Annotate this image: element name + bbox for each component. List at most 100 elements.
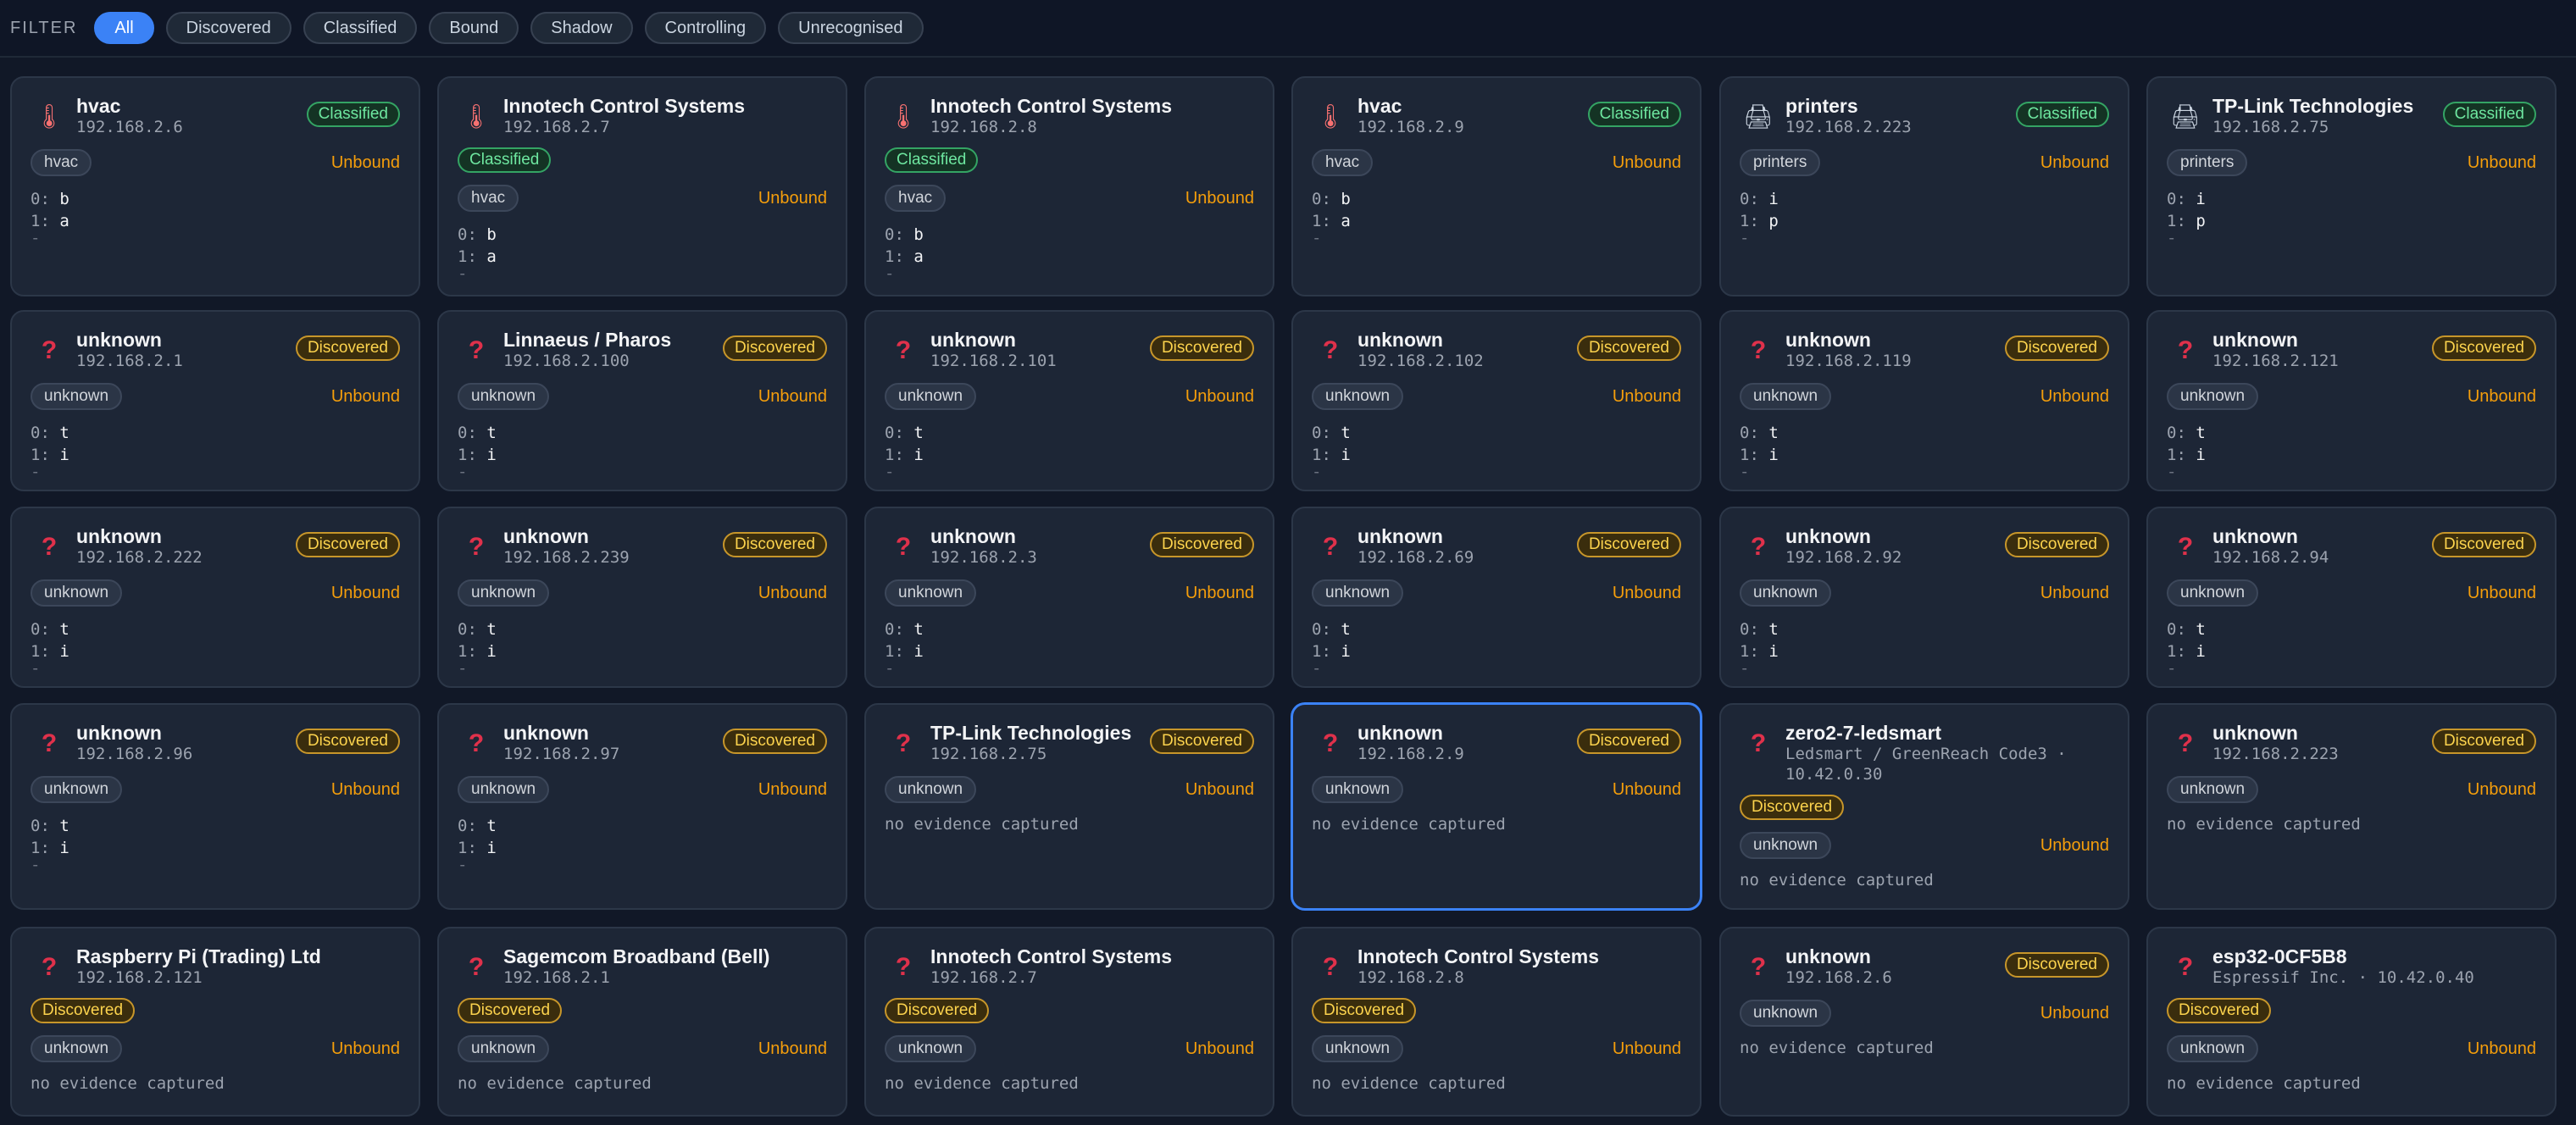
device-card[interactable]: ? unknown 192.168.2.239 Discovered unknown Un… [437,507,847,688]
question-icon: ? [2177,953,2194,981]
evidence-list: 0: t1: i- [31,618,69,671]
device-card[interactable]: ? unknown 192.168.2.102 Discovered unknown Un… [1291,310,1702,491]
device-title: Sagemcom Broadband (Bell) [503,945,770,967]
device-card[interactable]: ? unknown 192.168.2.96 Discovered unknown Unb… [10,703,420,910]
device-card[interactable]: ? Innotech Control Systems 192.168.2.8 Disc… [1291,927,1702,1117]
status-badge: Discovered [295,335,400,361]
device-subtitle: 192.168.2.96 [76,745,193,763]
binding-status: Unbound [1185,584,1254,602]
device-card[interactable]: ? TP-Link Technologies 192.168.2.75 Discove… [864,703,1274,910]
device-subtitle: 192.168.2.101 [930,352,1057,370]
device-card[interactable]: 🌡 hvac 192.168.2.6 Classified hvac Unbound 0: … [10,76,420,296]
device-card[interactable]: ? Raspberry Pi (Trading) Ltd 192.168.2.121… [10,927,420,1117]
evidence-list: 0: t1: i- [885,618,924,671]
device-card[interactable]: ? Sagemcom Broadband (Bell) 192.168.2.1 Dis… [437,927,847,1117]
device-card[interactable]: ? unknown 192.168.2.101 Discovered unknown Un… [864,310,1274,491]
evidence-line: 1: a [31,210,69,232]
category-tag: unknown [1740,832,1832,859]
device-card[interactable]: 🖨 printers 192.168.2.223 Classified printers… [1719,76,2129,296]
device-card[interactable]: 🌡 Innotech Control Systems 192.168.2.7 Clas… [437,76,847,296]
device-subtitle: 192.168.2.97 [503,745,620,763]
device-card[interactable]: ? Innotech Control Systems 192.168.2.7 Disc… [864,927,1274,1117]
status-badge: Discovered [1312,998,1417,1023]
device-card[interactable]: ? unknown 192.168.2.9 Discovered unknown Unbo… [1291,703,1702,910]
device-card[interactable]: ? unknown 192.168.2.1 Discovered unknown Unbo… [10,310,420,491]
filter-chip-unrecognised[interactable]: Unrecognised [778,12,924,44]
device-card[interactable]: ? unknown 192.168.2.119 Discovered unknown Un… [1719,310,2129,491]
device-card[interactable]: ? unknown 192.168.2.69 Discovered unknown Unb… [1291,507,1702,688]
evidence-overflow: - [458,662,497,671]
device-card[interactable]: 🌡 Innotech Control Systems 192.168.2.8 Clas… [864,76,1274,296]
evidence-key: 0: [1740,620,1759,639]
device-card[interactable]: ? unknown 192.168.2.222 Discovered unknown Un… [10,507,420,688]
device-title: unknown [1785,945,1871,967]
question-icon: ? [468,533,485,561]
evidence-line: 1: a [885,246,924,268]
device-card[interactable]: ? esp32-0CF5B8 Espressif Inc. · 10.42.0.40… [2146,927,2557,1117]
evidence-line: 0: t [2167,422,2206,444]
filter-chip-bound[interactable]: Bound [429,12,519,44]
binding-status: Unbound [2040,1004,2109,1022]
category-tag: unknown [1740,579,1832,607]
status-badge: Discovered [885,998,990,1023]
device-card[interactable]: ? unknown 192.168.2.223 Discovered unknown Un… [2146,703,2557,910]
question-icon: ? [1750,729,1767,757]
device-title: unknown [2212,329,2298,351]
device-card[interactable]: ? zero2-7-ledsmart Ledsmart / GreenReach C… [1719,703,2129,910]
question-icon: ? [41,336,58,364]
device-card[interactable]: 🌡 hvac 192.168.2.9 Classified hvac Unbound 0: … [1291,76,1702,296]
no-evidence-text: no evidence captured [2167,1074,2361,1093]
binding-status: Unbound [1612,1039,1681,1058]
evidence-overflow: - [2167,662,2206,671]
evidence-value: t [486,424,497,442]
category-tag: printers [1740,149,1821,176]
device-card[interactable]: ? unknown 192.168.2.97 Discovered unknown Unb… [437,703,847,910]
status-badge: Discovered [295,729,400,754]
evidence-overflow: - [31,232,69,241]
device-card[interactable]: ? unknown 192.168.2.121 Discovered unknown Un… [2146,310,2557,491]
status-badge: Discovered [1149,532,1254,557]
evidence-line: 1: p [1740,210,1779,232]
question-icon: ? [1322,336,1339,364]
filter-chip-discovered[interactable]: Discovered [165,12,291,44]
device-card[interactable]: ? unknown 192.168.2.6 Discovered unknown Unbo… [1719,927,2129,1117]
evidence-list: 0: t1: i- [2167,422,2206,474]
device-card[interactable]: ? unknown 192.168.2.92 Discovered unknown Unb… [1719,507,2129,688]
no-evidence-text: no evidence captured [1740,871,1934,889]
device-card[interactable]: ? unknown 192.168.2.94 Discovered unknown Unb… [2146,507,2557,688]
evidence-key: 0: [2167,620,2186,639]
evidence-line: 0: b [885,224,924,246]
question-icon: ? [1750,953,1767,981]
category-tag: unknown [31,776,123,803]
status-badge: Discovered [1576,532,1681,557]
device-card[interactable]: ? unknown 192.168.2.3 Discovered unknown Unbo… [864,507,1274,688]
device-title: unknown [503,525,589,547]
device-title: unknown [930,525,1016,547]
evidence-value: i [2196,446,2206,464]
device-card[interactable]: ? Linnaeus / Pharos 192.168.2.100 Discovere… [437,310,847,491]
category-tag: unknown [1312,1035,1404,1062]
binding-status: Unbound [2040,836,2109,855]
evidence-key: 1: [31,642,50,661]
device-subtitle: 192.168.2.102 [1357,352,1484,370]
evidence-key: 1: [885,446,904,464]
filter-chip-shadow[interactable]: Shadow [530,12,633,44]
filter-chip-controlling[interactable]: Controlling [644,12,767,44]
status-badge: Classified [2015,102,2109,127]
evidence-value: i [486,642,497,661]
evidence-line: 0: t [2167,618,2206,640]
evidence-value: i [2196,190,2206,208]
filter-chip-all[interactable]: All [94,12,154,44]
evidence-line: 0: t [31,422,69,444]
evidence-value: a [1341,212,1351,230]
evidence-value: t [913,620,924,639]
evidence-line: 0: b [458,224,497,246]
binding-status: Unbound [330,780,400,799]
evidence-value: i [2196,642,2206,661]
filter-chip-classified[interactable]: Classified [303,12,418,44]
evidence-line: 0: t [458,618,497,640]
evidence-overflow: - [31,662,69,671]
status-badge: Classified [306,102,400,127]
evidence-line: 0: t [31,815,69,837]
device-card[interactable]: 🖨 TP-Link Technologies 192.168.2.75 Classif… [2146,76,2557,296]
